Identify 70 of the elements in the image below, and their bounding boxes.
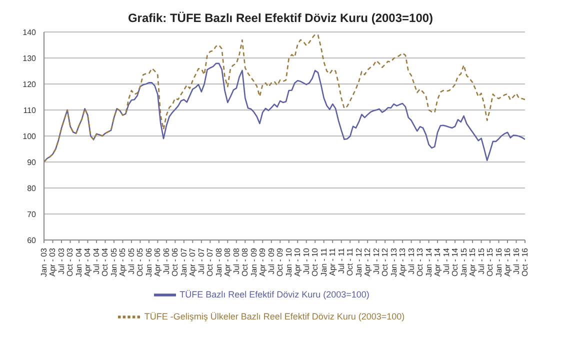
- x-tick-label: Jan - 05: [109, 247, 118, 277]
- x-tick-label: Jul - 05: [126, 247, 136, 274]
- y-tick-label: 100: [22, 132, 37, 141]
- x-tick-label: Apr - 05: [118, 247, 128, 276]
- x-tick-label: Jan - 04: [74, 247, 84, 277]
- x-tick-label: Apr - 13: [398, 247, 408, 276]
- x-tick-label: Jan - 14: [424, 247, 434, 277]
- x-tick-label: Jan - 12: [354, 247, 364, 277]
- x-tick-label: Jan - 13: [389, 247, 398, 277]
- x-tick-label: Oct - 06: [170, 247, 180, 276]
- x-tick-label: Jul - 16: [512, 247, 521, 274]
- x-tick-label: Apr - 08: [223, 247, 232, 276]
- y-tick-label: 110: [23, 106, 37, 115]
- chart-title: Grafik: TÜFE Bazlı Reel Efektif Döviz Kuru (2003=100): [126, 10, 434, 27]
- x-tick-label: Apr - 11: [328, 247, 338, 276]
- x-tick-label: Oct - 13: [416, 247, 425, 276]
- line-series: [44, 62, 525, 163]
- y-tick-label: 90: [27, 158, 37, 167]
- x-tick-label: Jul - 03: [56, 247, 66, 274]
- x-tick-label: Oct - 11: [346, 247, 355, 276]
- x-tick-label: Jul - 09: [266, 247, 276, 274]
- x-tick-label: Apr - 12: [363, 247, 372, 276]
- y-tick-label: 120: [22, 80, 37, 89]
- x-tick-label: Apr - 07: [188, 247, 198, 276]
- x-tick-label: Jul - 07: [196, 247, 206, 274]
- legend-label: TÜFE Bazlı Reel Efektif Döviz Kuru (2003=100): [180, 289, 370, 300]
- y-tick-label: 130: [22, 54, 37, 63]
- y-tick-label: 60: [27, 236, 37, 245]
- x-tick-label: Oct - 04: [100, 247, 110, 276]
- x-tick-label: Jul - 11: [336, 247, 346, 274]
- x-tick-label: Oct - 12: [380, 247, 390, 276]
- x-tick-label: Apr - 04: [83, 247, 92, 276]
- x-tick-label: Oct - 14: [450, 247, 460, 276]
- x-tick-label: Jul - 15: [476, 247, 486, 274]
- x-tick-label: Jan - 06: [144, 247, 154, 277]
- x-tick-label: Apr - 06: [153, 247, 162, 276]
- x-tick-label: Oct - 05: [136, 247, 145, 276]
- x-tick-label: Jul - 06: [162, 247, 171, 274]
- x-tick-label: Oct - 09: [276, 247, 285, 276]
- x-tick-label: Jan - 03: [40, 247, 48, 277]
- x-tick-label: Oct - 07: [206, 247, 215, 276]
- y-tick-label: 80: [27, 184, 37, 193]
- x-tick-label: Jan - 11: [319, 247, 328, 276]
- x-tick-label: Jan - 07: [179, 247, 188, 277]
- legend-label: TÜFE -Gelişmiş Ülkeler Bazlı Reel Efektif Döviz Kuru (2003=100): [144, 311, 405, 322]
- x-tick-label: Oct - 15: [486, 247, 495, 276]
- line-series: [44, 34, 525, 163]
- x-tick-label: Apr - 03: [48, 247, 58, 276]
- x-tick-label: Jan - 08: [214, 247, 224, 277]
- x-tick-label: Jan - 10: [284, 247, 294, 277]
- x-tick-label: Oct - 03: [66, 247, 75, 276]
- x-tick-label: Apr - 14: [433, 247, 442, 276]
- x-tick-label: Jan - 09: [249, 247, 258, 277]
- x-tick-label: Jul - 14: [442, 247, 451, 274]
- x-tick-label: Jul - 04: [92, 247, 101, 274]
- x-tick-label: Apr - 16: [503, 247, 512, 276]
- x-tick-label: Jul - 10: [302, 247, 311, 274]
- x-tick-label: Oct - 10: [310, 247, 320, 276]
- x-tick-label: Jul - 12: [372, 247, 381, 274]
- x-tick-label: Jan - 16: [494, 247, 504, 277]
- x-tick-label: Jul - 13: [406, 247, 416, 274]
- y-tick-label: 70: [27, 210, 37, 219]
- x-tick-label: Apr - 10: [293, 247, 302, 276]
- x-tick-label: Oct - 16: [520, 247, 530, 276]
- x-tick-label: Jan - 15: [459, 247, 468, 277]
- x-tick-label: Apr - 09: [258, 247, 268, 276]
- x-tick-label: Apr - 15: [468, 247, 478, 276]
- y-tick-label: 140: [22, 28, 37, 37]
- x-tick-label: Oct - 08: [240, 247, 250, 276]
- x-tick-label: Jul - 08: [232, 247, 241, 274]
